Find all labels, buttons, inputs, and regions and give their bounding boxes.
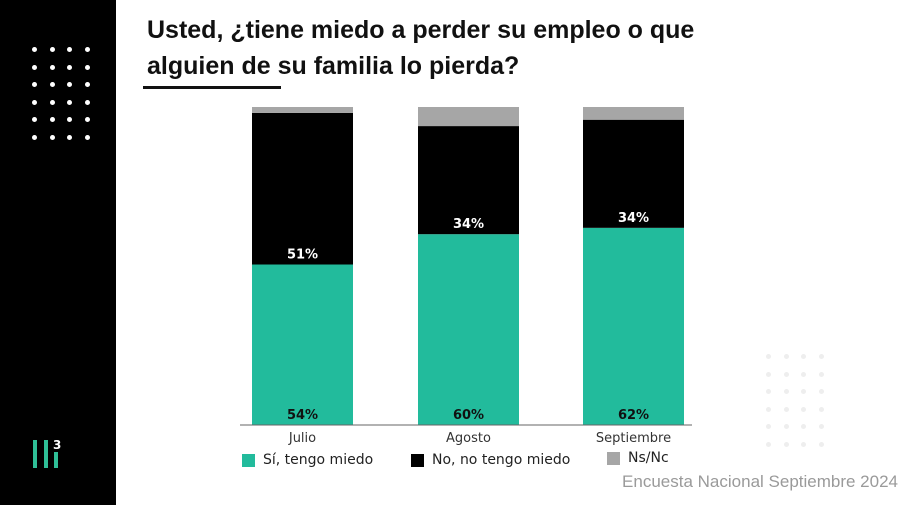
bar-segment-septiembre-1 [583, 119, 684, 228]
x-tick-label: Julio [288, 431, 316, 446]
dot [801, 441, 806, 447]
dot [818, 441, 824, 447]
legend-swatch [411, 453, 424, 467]
dot [801, 371, 806, 377]
legend-item-no: No, no tengo miedo [411, 452, 570, 468]
dot [766, 354, 771, 359]
dot [84, 82, 90, 87]
dot [84, 47, 90, 52]
svg-text:3: 3 [53, 438, 61, 452]
dot [67, 82, 72, 87]
dot [32, 82, 37, 87]
dot [67, 64, 72, 70]
dot [32, 134, 37, 140]
bar-segment-agosto-0 [418, 234, 519, 425]
bar-segment-agosto-1 [418, 126, 519, 235]
bar-segment-julio-0 [252, 264, 353, 425]
dot [766, 371, 771, 377]
dot [84, 99, 90, 105]
bar-segment-agosto-2 [418, 107, 519, 127]
bar-segment-julio-2 [252, 107, 353, 113]
dot [84, 64, 90, 70]
legend-swatch [242, 453, 255, 467]
x-tick-label: Agosto [446, 431, 491, 446]
dot [766, 389, 771, 394]
dot [67, 134, 72, 140]
dot [32, 117, 37, 122]
data-label: 54% [287, 408, 318, 423]
x-tick-label: Septiembre [596, 431, 671, 446]
dot [818, 389, 824, 394]
data-label: 51% [287, 248, 318, 263]
dot [766, 441, 771, 447]
brand-logo: 3 [33, 438, 61, 468]
data-label: 62% [618, 408, 649, 423]
dot [801, 354, 806, 359]
dot [49, 117, 55, 122]
data-label: 34% [453, 217, 484, 232]
bar-segment-julio-1 [252, 112, 353, 265]
legend-label: No, no tengo miedo [432, 452, 571, 468]
legend-item-si: Sí, tengo miedo [242, 452, 373, 468]
footer-source: Encuesta Nacional Septiembre 2024 [622, 472, 898, 491]
data-label: 60% [453, 408, 484, 423]
dot [84, 134, 90, 140]
dot [49, 134, 55, 140]
dot [49, 64, 55, 70]
dot [766, 424, 771, 429]
dot [67, 47, 72, 52]
legend-label: Sí, tengo miedo [263, 452, 374, 468]
bar-segment-septiembre-2 [583, 107, 684, 120]
dot [818, 354, 824, 359]
dot [783, 354, 789, 359]
dot [783, 389, 789, 394]
title-line-1: Usted, ¿tiene miedo a perder su empleo o… [147, 16, 695, 44]
dot [766, 406, 771, 412]
dot [84, 117, 90, 122]
dot [783, 371, 789, 377]
legend-item-nsnc: Ns/Nc [607, 450, 669, 466]
title-underline [143, 86, 281, 89]
dot [32, 64, 37, 70]
dot [818, 424, 824, 429]
dot [801, 389, 806, 394]
sidebar-panel [0, 0, 116, 505]
dot [67, 117, 72, 122]
bar-segment-septiembre-0 [583, 227, 684, 425]
dot [818, 406, 824, 412]
dot [783, 441, 789, 447]
dot [49, 47, 55, 52]
title-line-2: alguien de su familia lo pierda? [147, 52, 520, 80]
dot [67, 99, 72, 105]
legend-label: Ns/Nc [628, 450, 669, 466]
dot [49, 99, 55, 105]
legend-swatch [607, 451, 620, 465]
dot [801, 424, 806, 429]
dot [818, 371, 824, 377]
dot [801, 406, 806, 412]
dot [32, 99, 37, 105]
dot [783, 406, 789, 412]
chart-title: Usted, ¿tiene miedo a perder su empleo o… [147, 12, 694, 84]
data-label: 34% [618, 211, 649, 226]
dot [783, 424, 789, 429]
dot [49, 82, 55, 87]
dot [32, 47, 37, 52]
